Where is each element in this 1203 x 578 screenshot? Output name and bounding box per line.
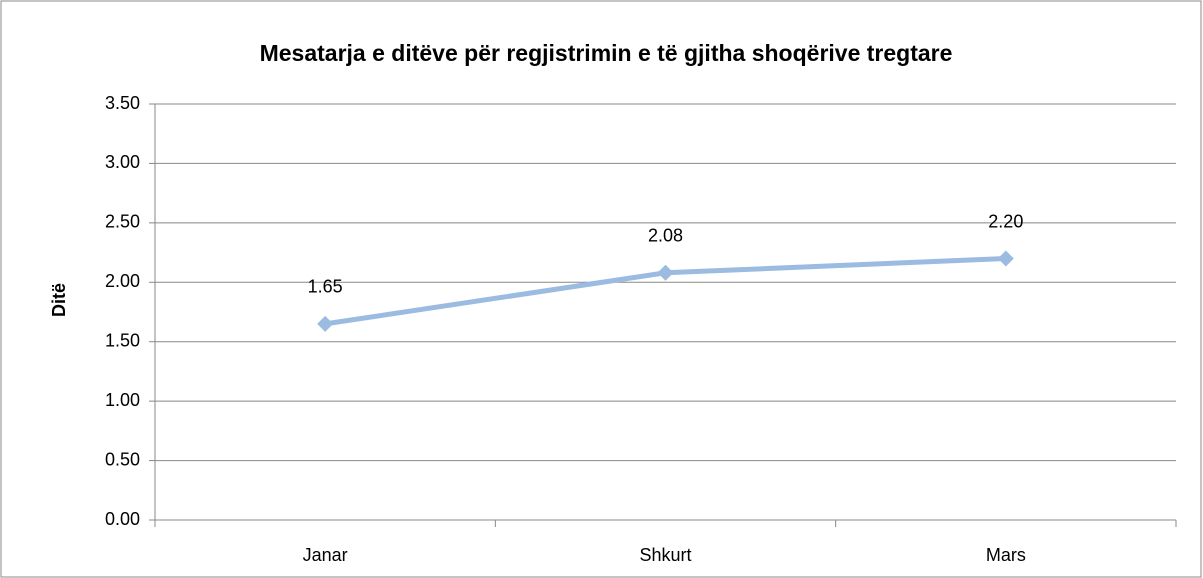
y-tick-label: 0.50 xyxy=(105,449,140,469)
data-label: 2.08 xyxy=(648,226,683,246)
x-tick-label: Mars xyxy=(986,545,1026,565)
y-tick-label: 1.50 xyxy=(105,330,140,350)
marker xyxy=(657,264,674,281)
marker xyxy=(997,250,1014,267)
y-tick-label: 2.00 xyxy=(105,271,140,291)
x-tick-label: Janar xyxy=(303,545,348,565)
x-tick-label: Shkurt xyxy=(639,545,691,565)
y-tick-label: 0.00 xyxy=(105,509,140,529)
data-label: 1.65 xyxy=(308,277,343,297)
y-axis-label: Ditë xyxy=(49,283,69,317)
y-tick-label: 1.00 xyxy=(105,390,140,410)
y-tick-label: 3.50 xyxy=(105,93,140,113)
y-tick-label: 2.50 xyxy=(105,212,140,232)
data-label: 2.20 xyxy=(988,211,1023,231)
chart-title: Mesatarja e ditëve për regjistrimin e të… xyxy=(260,40,953,66)
y-tick-label: 3.00 xyxy=(105,152,140,172)
marker xyxy=(317,315,334,332)
